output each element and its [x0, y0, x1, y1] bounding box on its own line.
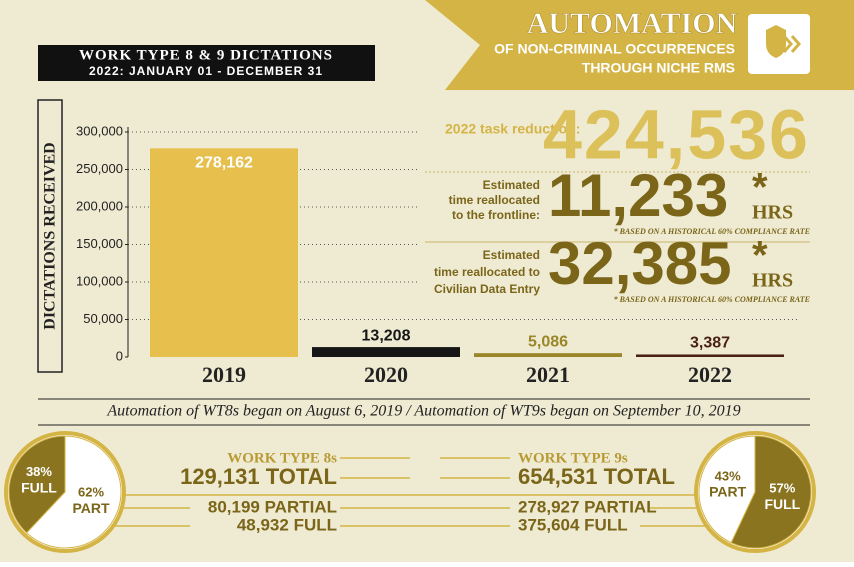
- wt-title: WORK TYPE 9s: [518, 450, 628, 466]
- stat-value: 32,385: [548, 230, 732, 297]
- stat-label: 2022 task reduction:: [445, 121, 580, 137]
- banner: [425, 0, 854, 90]
- pie-label: FULL: [21, 479, 57, 495]
- banner-title: AUTOMATION: [527, 7, 738, 40]
- bar-value-label: 5,086: [528, 333, 568, 350]
- bar-value-label: 13,208: [362, 327, 411, 344]
- stat-label: time reallocated: [449, 193, 540, 207]
- wt-partial: 278,927 PARTIAL: [518, 497, 657, 516]
- chevron-icon: [782, 35, 801, 53]
- x-tick-label: 2022: [688, 362, 732, 387]
- stat-label: to the frontline:: [452, 208, 540, 222]
- pie-slice: [8, 435, 66, 534]
- bar-value-label: 278,162: [195, 155, 253, 172]
- pie-value-label: 62%: [78, 485, 104, 500]
- wt-full: 48,932 FULL: [237, 515, 337, 534]
- x-tick-label: 2021: [526, 362, 570, 387]
- bar: [150, 148, 298, 357]
- unit: HRS: [752, 270, 793, 292]
- unit: HRS: [752, 202, 793, 224]
- header-subtitle: 2022: JANUARY 01 - DECEMBER 31: [89, 64, 323, 78]
- bar: [312, 347, 460, 357]
- wt-total: 654,531 TOTAL: [518, 464, 675, 489]
- stat-label: Estimated: [483, 178, 540, 192]
- footnote: * BASED ON A HISTORICAL 60% COMPLIANCE R…: [614, 227, 810, 236]
- asterisk: *: [752, 234, 768, 278]
- stat-label: time reallocated to: [434, 265, 540, 279]
- x-tick-label: 2019: [202, 362, 246, 387]
- y-tick-label: 200,000: [76, 198, 123, 213]
- wt-full: 375,604 FULL: [518, 515, 628, 534]
- banner-line: THROUGH NICHE RMS: [582, 60, 735, 76]
- pie-slice: [698, 435, 756, 544]
- pie-label: FULL: [764, 496, 800, 512]
- y-axis-label: DICTATIONS RECEIVED: [42, 142, 59, 329]
- bar-value-label: 3,387: [690, 335, 730, 352]
- stat-value: 424,536: [543, 95, 810, 173]
- pie-value-label: 38%: [26, 464, 52, 479]
- wt-title: WORK TYPE 8s: [227, 450, 337, 466]
- pie-slice: [25, 435, 122, 549]
- y-tick-label: 50,000: [83, 311, 123, 326]
- header-box: [38, 45, 375, 81]
- pie-slice: [730, 435, 812, 549]
- shield-icon: [766, 25, 786, 58]
- pie-label: PART: [72, 500, 110, 516]
- pie-value-label: 43%: [715, 468, 741, 483]
- bar: [636, 354, 784, 357]
- asterisk: *: [752, 166, 768, 210]
- note: Automation of WT8s began on August 6, 20…: [106, 403, 740, 420]
- y-tick-label: 300,000: [76, 123, 123, 138]
- stat-label: Civilian Data Entry: [434, 282, 540, 296]
- header-title: WORK TYPE 8 & 9 DICTATIONS: [79, 47, 333, 63]
- y-tick-label: 100,000: [76, 273, 123, 288]
- stat-value: 11,233: [548, 162, 728, 229]
- wt-partial: 80,199 PARTIAL: [208, 497, 337, 516]
- y-tick-label: 250,000: [76, 161, 123, 176]
- x-tick-label: 2020: [364, 362, 408, 387]
- bar: [474, 353, 622, 357]
- footnote: * BASED ON A HISTORICAL 60% COMPLIANCE R…: [614, 295, 810, 304]
- pie-label: PART: [709, 484, 747, 500]
- stat-label: Estimated: [483, 248, 540, 262]
- y-tick-label: 0: [116, 348, 123, 363]
- y-tick-label: 150,000: [76, 236, 123, 251]
- y-label-box: [37, 99, 63, 373]
- wt-total: 129,131 TOTAL: [180, 464, 337, 489]
- pie-value-label: 57%: [769, 481, 795, 496]
- banner-line: OF NON-CRIMINAL OCCURRENCES: [494, 41, 735, 57]
